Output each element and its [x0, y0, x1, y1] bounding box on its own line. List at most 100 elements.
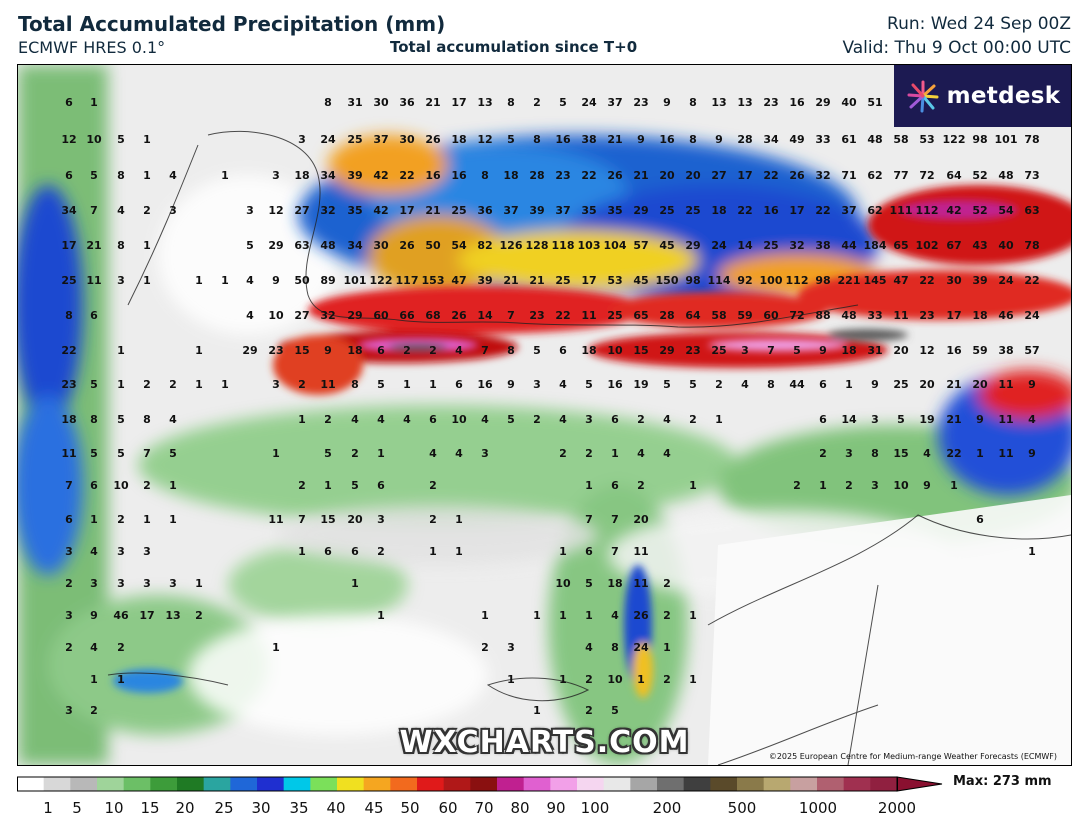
precip-value-label: 184	[864, 239, 887, 252]
precip-value-label: 8	[507, 96, 515, 109]
precip-value-label: 101	[995, 133, 1018, 146]
precip-value-label: 3	[481, 447, 489, 460]
precip-value-label: 19	[919, 413, 934, 426]
precip-value-label: 5	[793, 344, 801, 357]
precip-value-label: 5	[169, 447, 177, 460]
precip-value-label: 39	[972, 274, 987, 287]
precip-value-label: 49	[789, 133, 804, 146]
precip-value-label: 2	[143, 204, 151, 217]
precip-value-label: 5	[585, 577, 593, 590]
precip-value-label: 13	[165, 609, 180, 622]
precip-value-label: 98	[815, 274, 830, 287]
precip-value-label: 8	[117, 239, 125, 252]
precip-value-label: 28	[737, 133, 752, 146]
colorbar-swatch	[230, 777, 258, 791]
precip-value-label: 1	[221, 274, 229, 287]
precip-value-label: 19	[633, 378, 648, 391]
precip-value-label: 100	[760, 274, 783, 287]
precip-value-label: 16	[451, 169, 467, 182]
precip-value-label: 32	[789, 239, 804, 252]
colorbar-tick-label: 1000	[798, 799, 838, 817]
precip-value-label: 23	[633, 96, 648, 109]
precip-value-label: 4	[351, 413, 359, 426]
precip-value-label: 6	[324, 545, 332, 558]
precip-value-label: 39	[477, 274, 492, 287]
precip-value-label: 17	[139, 609, 154, 622]
precip-value-label: 22	[737, 204, 752, 217]
precip-value-label: 37	[555, 204, 570, 217]
precip-value-label: 21	[86, 239, 101, 252]
precip-value-label: 72	[789, 309, 804, 322]
precip-value-label: 4	[429, 447, 437, 460]
colorbar-swatch	[123, 777, 151, 791]
precip-value-label: 4	[637, 447, 645, 460]
colorbar-swatch	[390, 777, 418, 791]
precip-value-label: 10	[555, 577, 571, 590]
colorbar-tick-label: 100	[580, 799, 610, 817]
precip-value-label: 29	[242, 344, 257, 357]
precip-value-label: 26	[633, 609, 649, 622]
precip-value-label: 8	[533, 133, 541, 146]
precip-value-label: 30	[399, 133, 415, 146]
precip-value-label: 42	[373, 204, 388, 217]
precip-value-label: 37	[841, 204, 856, 217]
precip-value-label: 39	[347, 169, 362, 182]
precip-value-label: 21	[503, 274, 518, 287]
precip-value-label: 24	[320, 133, 336, 146]
precip-value-label: 26	[451, 309, 467, 322]
precip-value-label: 2	[663, 609, 671, 622]
colorbar-swatch	[43, 777, 71, 791]
precip-value-label: 20	[893, 344, 909, 357]
precip-value-label: 2	[65, 577, 73, 590]
precip-value-label: 16	[425, 169, 441, 182]
precip-value-label: 1	[559, 609, 567, 622]
precip-value-label: 1	[143, 169, 151, 182]
precip-value-label: 6	[377, 344, 385, 357]
colorbar-swatch	[177, 777, 205, 791]
precip-value-label: 25	[555, 274, 570, 287]
precip-value-label: 29	[347, 309, 362, 322]
precip-value-label: 16	[555, 133, 571, 146]
precip-value-label: 2	[90, 704, 98, 717]
precip-value-label: 25	[451, 204, 466, 217]
precip-value-label: 1	[324, 479, 332, 492]
precip-value-label: 62	[867, 204, 882, 217]
colorbar-tick-label: 1	[43, 799, 53, 817]
colorbar-swatch	[337, 777, 365, 791]
precip-value-label: 7	[611, 545, 619, 558]
precip-value-label: 1	[143, 133, 151, 146]
colorbar-tick-label: 25	[214, 799, 234, 817]
precip-value-label: 43	[972, 239, 987, 252]
precip-value-label: 1	[117, 378, 125, 391]
precip-value-label: 5	[611, 704, 619, 717]
precip-value-label: 45	[633, 274, 648, 287]
precip-value-label: 1	[195, 344, 203, 357]
precip-value-label: 11	[61, 447, 76, 460]
precip-value-label: 21	[946, 413, 961, 426]
precip-value-label: 9	[637, 133, 645, 146]
precip-value-label: 5	[117, 447, 125, 460]
precip-value-label: 12	[268, 204, 283, 217]
precip-value-label: 122	[943, 133, 966, 146]
precip-value-label: 1	[429, 545, 437, 558]
precip-value-label: 3	[377, 513, 385, 526]
precip-value-label: 77	[893, 169, 908, 182]
precip-value-label: 47	[451, 274, 466, 287]
precip-value-label: 2	[324, 413, 332, 426]
precip-value-label: 2	[533, 413, 541, 426]
precip-value-label: 16	[477, 378, 493, 391]
precip-value-label: 4	[663, 447, 671, 460]
precip-value-label: 21	[946, 378, 961, 391]
precip-value-label: 9	[1028, 447, 1036, 460]
precip-value-label: 16	[789, 96, 805, 109]
precip-value-label: 38	[998, 344, 1013, 357]
precip-value-label: 145	[864, 274, 887, 287]
precip-value-label: 32	[320, 204, 335, 217]
precip-value-label: 52	[972, 169, 987, 182]
precip-value-label: 48	[841, 309, 856, 322]
precip-value-label: 40	[998, 239, 1014, 252]
precip-value-label: 21	[529, 274, 544, 287]
precip-value-label: 1	[481, 609, 489, 622]
precip-value-label: 1	[195, 274, 203, 287]
precip-value-label: 46	[113, 609, 129, 622]
